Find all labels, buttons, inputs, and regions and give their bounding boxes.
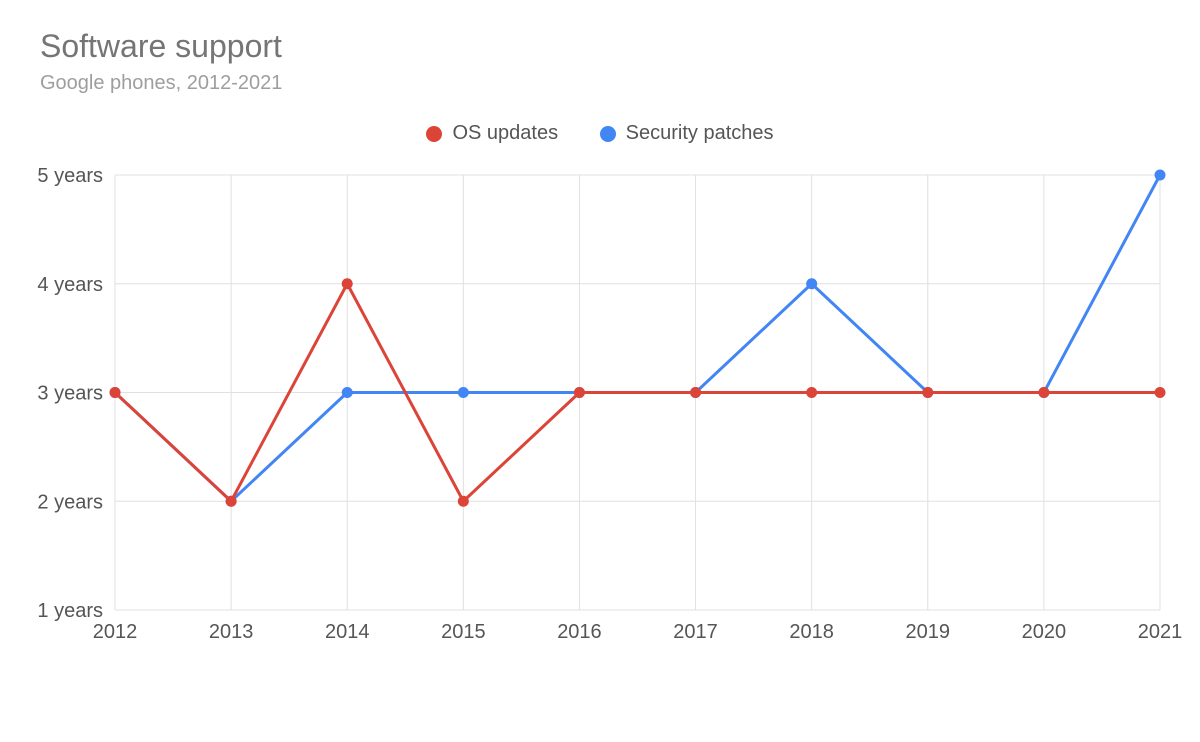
y-tick-label: 1 years: [37, 600, 103, 622]
series-point-os: [342, 278, 353, 289]
y-tick-label: 5 years: [37, 165, 103, 187]
x-tick-label: 2016: [557, 621, 602, 643]
x-tick-label: 2012: [93, 621, 138, 643]
chart-container: Software support Google phones, 2012-202…: [0, 0, 1200, 742]
series-point-os: [110, 387, 121, 398]
x-tick-label: 2018: [789, 621, 834, 643]
series-point-sec: [1155, 170, 1166, 181]
series-point-os: [1038, 387, 1049, 398]
chart-svg: 1 years 2 years 3 years 4 years 5 years 2012 2…: [0, 0, 1200, 742]
x-tick-label: 2019: [906, 621, 951, 643]
x-tick-label: 2015: [441, 621, 486, 643]
series-point-os: [226, 496, 237, 507]
series-point-os: [690, 387, 701, 398]
series-point-sec: [806, 278, 817, 289]
series-point-os: [922, 387, 933, 398]
series-point-sec: [342, 387, 353, 398]
series-point-os: [458, 496, 469, 507]
x-tick-label: 2014: [325, 621, 370, 643]
series-point-os: [574, 387, 585, 398]
x-tick-label: 2021: [1138, 621, 1183, 643]
series-point-os: [1155, 387, 1166, 398]
x-tick-label: 2020: [1022, 621, 1067, 643]
series-line-sec: [115, 175, 1160, 501]
x-tick-label: 2017: [673, 621, 718, 643]
x-tick-label: 2013: [209, 621, 254, 643]
y-tick-label: 2 years: [37, 491, 103, 513]
y-tick-label: 4 years: [37, 274, 103, 296]
y-tick-label: 3 years: [37, 383, 103, 405]
series-point-os: [806, 387, 817, 398]
series-point-sec: [458, 387, 469, 398]
